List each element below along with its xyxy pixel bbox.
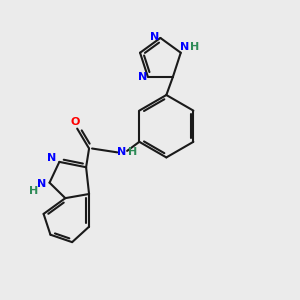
Text: N: N (37, 179, 46, 189)
Text: O: O (70, 117, 80, 127)
Text: H: H (28, 186, 38, 196)
Text: N: N (117, 147, 126, 157)
Text: N: N (150, 32, 160, 42)
Text: H: H (190, 42, 199, 52)
Text: H: H (128, 147, 138, 157)
Text: N: N (138, 72, 147, 82)
Text: N: N (47, 153, 56, 163)
Text: N: N (180, 42, 189, 52)
